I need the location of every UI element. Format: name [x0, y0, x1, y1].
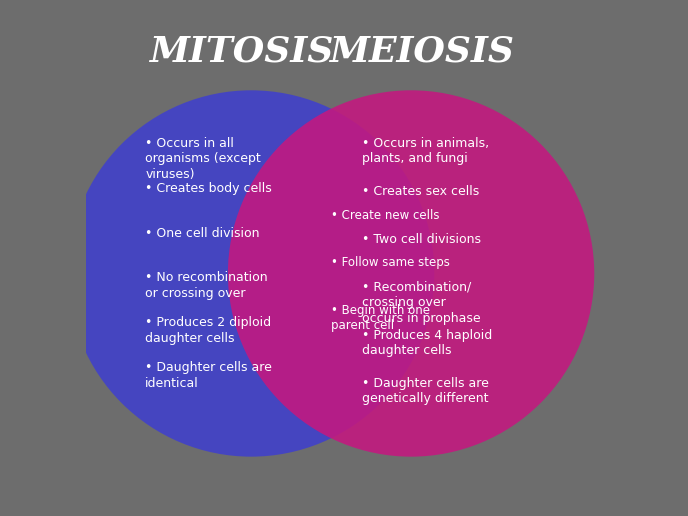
Text: MITOSIS: MITOSIS	[149, 35, 333, 69]
Text: • One cell division: • One cell division	[145, 227, 260, 239]
Text: • Daughter cells are
identical: • Daughter cells are identical	[145, 361, 272, 390]
Text: • Produces 4 haploid
daughter cells: • Produces 4 haploid daughter cells	[362, 329, 493, 357]
Circle shape	[228, 90, 594, 457]
Text: • Creates body cells: • Creates body cells	[145, 182, 272, 195]
Text: MEIOSIS: MEIOSIS	[329, 35, 514, 69]
Text: • Creates sex cells: • Creates sex cells	[362, 185, 480, 198]
Text: • Recombination/
crossing over
occurs in prophase: • Recombination/ crossing over occurs in…	[362, 281, 481, 325]
Text: • Daughter cells are
genetically different: • Daughter cells are genetically differe…	[362, 377, 489, 405]
Text: • Create new cells: • Create new cells	[331, 209, 440, 222]
Text: • No recombination
or crossing over: • No recombination or crossing over	[145, 271, 268, 300]
Text: • Occurs in animals,
plants, and fungi: • Occurs in animals, plants, and fungi	[362, 137, 489, 165]
Circle shape	[68, 90, 434, 457]
Text: • Two cell divisions: • Two cell divisions	[362, 233, 481, 246]
Text: • Begin with one
parent cell: • Begin with one parent cell	[331, 304, 430, 332]
Text: • Occurs in all
organisms (except
viruses): • Occurs in all organisms (except viruse…	[145, 137, 261, 181]
Text: • Produces 2 diploid
daughter cells: • Produces 2 diploid daughter cells	[145, 316, 272, 345]
Text: • Follow same steps: • Follow same steps	[331, 256, 450, 269]
